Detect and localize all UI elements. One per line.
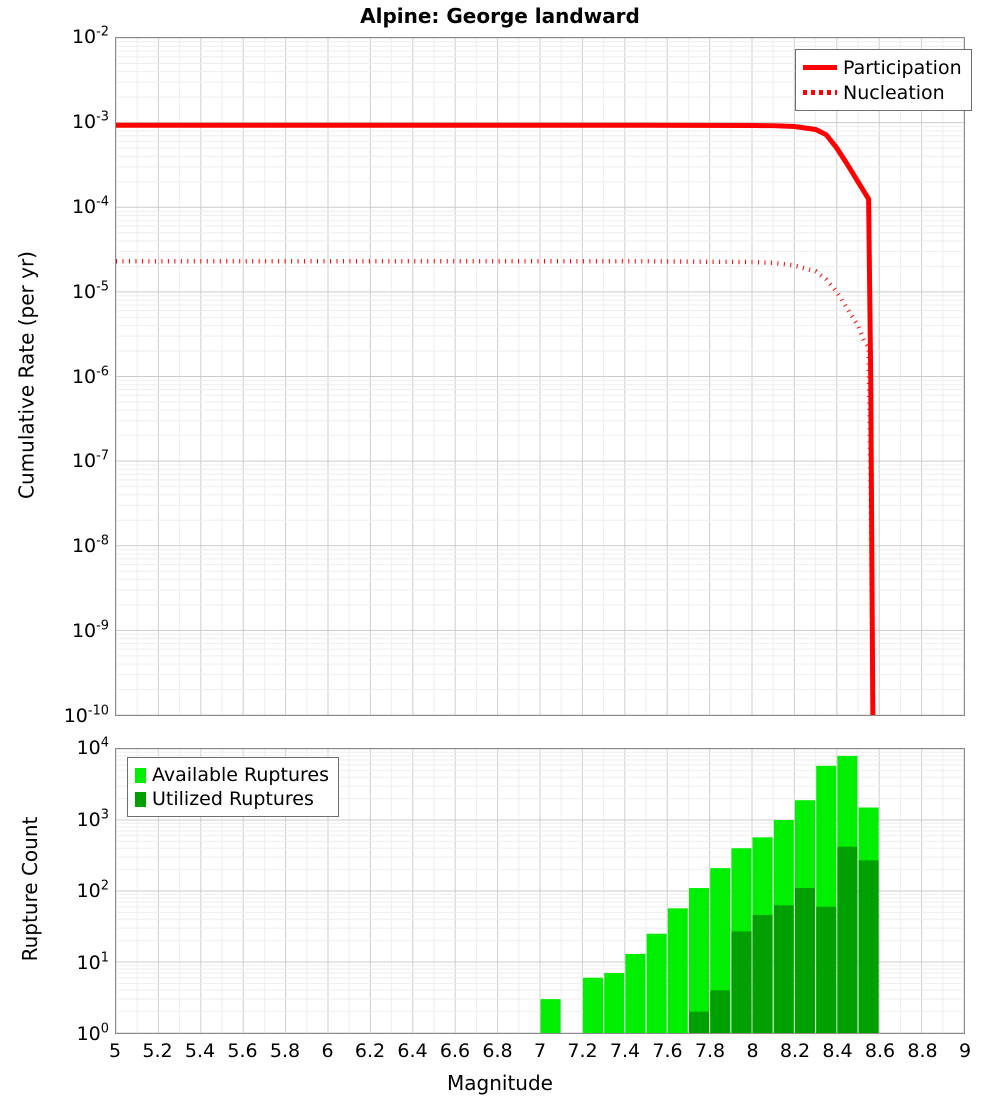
x-tick-label: 7.4 [609,1040,641,1062]
top-legend: Participation Nucleation [795,49,972,111]
y-tick-label: 10-2 [71,24,109,48]
utilized-ruptures-swatch-icon [135,791,146,807]
rupture-count-plot [115,748,965,1034]
y-tick-label: 10-5 [71,279,109,303]
x-tick-label: 6.2 [354,1040,386,1062]
x-tick-label: 5.4 [184,1040,216,1062]
y-tick-label: 100 [76,1021,109,1045]
legend-item-participation[interactable]: Participation [803,55,962,80]
x-tick-label: 8.6 [864,1040,896,1062]
y-tick-label: 10-9 [71,618,109,643]
x-tick-label: 8 [746,1040,759,1062]
y-tick-label: 10-4 [71,194,109,218]
y-tick-label: 10-3 [71,109,109,133]
x-tick-label: 6 [321,1040,334,1062]
legend-item-utilized-ruptures[interactable]: Utilized Ruptures [135,787,329,811]
top-y-axis-title: Cumulative Rate (per yr) [14,250,38,499]
x-axis-title: Magnitude [447,1071,553,1095]
bottom-series-layer [540,755,879,1033]
x-tick-label: 8.4 [822,1040,853,1062]
page-title: Alpine: George landward [360,4,640,28]
x-tick-label: 7.2 [567,1040,598,1062]
y-tick-label: 10-8 [71,533,109,558]
available-ruptures-swatch-icon [135,767,146,783]
y-tick-label: 101 [76,950,109,974]
legend-item-nucleation[interactable]: Nucleation [803,80,962,105]
x-tick-label: 8.8 [907,1040,938,1062]
y-tick-label: 103 [76,807,109,831]
legend-label-utilized-ruptures: Utilized Ruptures [152,788,314,810]
y-tick-label: 10-10 [63,703,109,727]
legend-item-available-ruptures[interactable]: Available Ruptures [135,763,329,787]
participation-line-swatch-icon [803,65,837,70]
x-tick-label: 7.8 [694,1040,726,1062]
y-tick-label: 10-6 [71,364,109,388]
bottom-legend: Available Ruptures Utilized Ruptures [127,757,339,817]
x-tick-label: 9 [958,1040,972,1062]
legend-label-participation: Participation [843,56,962,79]
cumulative-rate-plot [115,37,965,716]
y-tick-label: 10-7 [71,449,109,473]
x-tick-label: 7.6 [652,1040,683,1062]
legend-label-available-ruptures: Available Ruptures [152,764,329,786]
legend-label-nucleation: Nucleation [843,81,945,104]
x-tick-label: 5.6 [227,1040,258,1062]
top-series-layer [116,122,876,715]
x-tick-label: 6.8 [482,1040,513,1062]
y-tick-label: 102 [76,878,109,902]
x-tick-label: 6.6 [439,1040,471,1062]
x-tick-label: 7 [533,1040,547,1062]
x-tick-label: 5.8 [269,1040,301,1062]
top-gridlines [116,38,964,715]
x-tick-label: 6.4 [397,1040,428,1062]
x-tick-label: 8.2 [779,1040,811,1062]
bottom-y-axis-title: Rupture Count [18,816,42,962]
nucleation-dotted-line-swatch-icon [803,90,837,95]
x-tick-label: 5 [108,1040,122,1062]
y-tick-label: 104 [76,735,109,759]
x-tick-label: 5.2 [142,1040,173,1062]
